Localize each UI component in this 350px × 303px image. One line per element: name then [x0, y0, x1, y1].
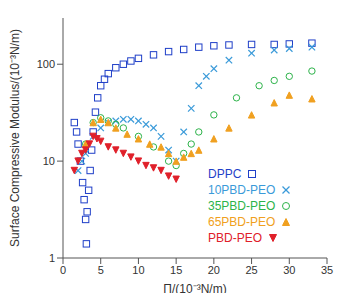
- html-text:DPPC: DPPC: [208, 167, 242, 181]
- svg-text:20: 20: [208, 264, 220, 276]
- svg-text:Π/(10⁻³N/m): Π/(10⁻³N/m): [163, 282, 226, 293]
- svg-text:35: 35: [321, 264, 333, 276]
- html-text:65PBD-PEO: 65PBD-PEO: [208, 215, 276, 229]
- html-text:10PBD-PEO: 10PBD-PEO: [208, 183, 276, 197]
- svg-text:15: 15: [170, 264, 182, 276]
- svg-text:1: 1: [49, 252, 55, 264]
- svg-text:30: 30: [283, 264, 295, 276]
- svg-text:100: 100: [37, 58, 55, 70]
- svg-text:10: 10: [132, 264, 144, 276]
- svg-text:25: 25: [245, 264, 257, 276]
- svg-text:10: 10: [43, 155, 55, 167]
- html-text:35PBD-PEO: 35PBD-PEO: [208, 199, 276, 213]
- svg-text:Surface Compressive Modulus/(1: Surface Compressive Modulus/(10⁻³N/m): [8, 29, 22, 247]
- svg-text:0: 0: [60, 264, 66, 276]
- html-text:PBD-PEO: PBD-PEO: [208, 231, 262, 245]
- svg-text:5: 5: [98, 264, 104, 276]
